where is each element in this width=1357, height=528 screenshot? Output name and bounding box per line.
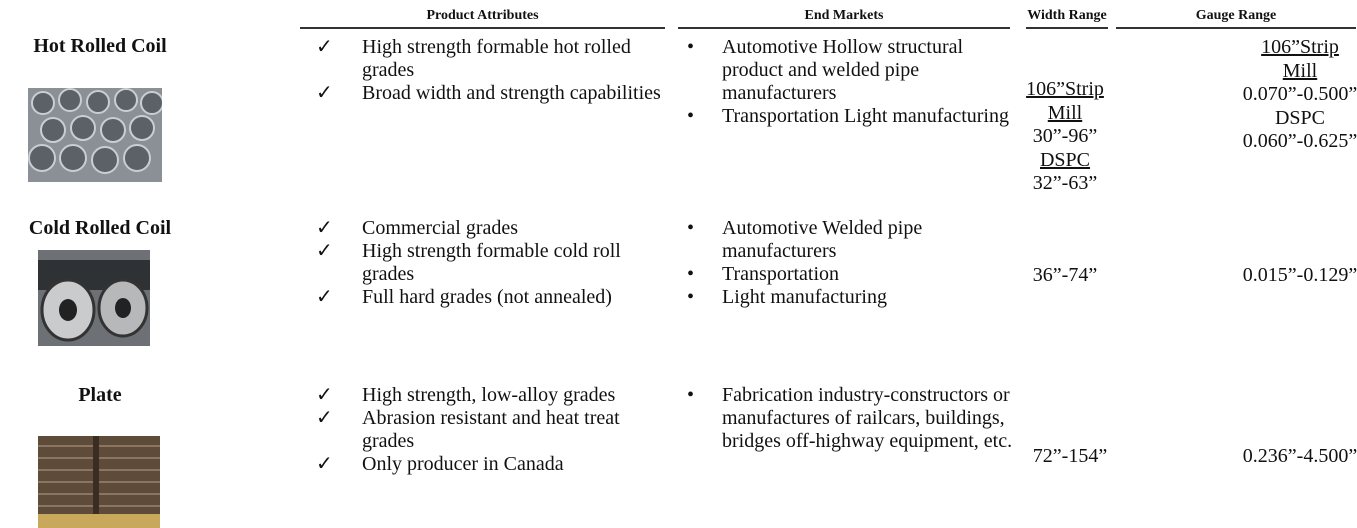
range-line: 106”Strip Mill xyxy=(1022,78,1108,125)
end-market-text: Light manufacturing xyxy=(722,286,887,308)
attribute-list: ✓ Commercial grades ✓ High strength formabl… xyxy=(300,217,672,309)
width-range-cell: 36”-74” xyxy=(1015,264,1115,288)
attribute-text: High strength formable hot rolled grades xyxy=(362,36,631,81)
check-mark: ✓ xyxy=(316,286,333,309)
range-line: 32”-63” xyxy=(1022,172,1108,196)
product-name: Plate xyxy=(0,384,200,407)
attribute-item: ✓ Only producer in Canada xyxy=(300,453,672,476)
check-mark: ✓ xyxy=(316,384,333,407)
cold-coil-image xyxy=(38,250,150,346)
bullet: • xyxy=(687,36,694,59)
check-mark: ✓ xyxy=(316,407,333,430)
gauge-range-cell: 0.015”-0.129” xyxy=(1235,264,1357,288)
bullet: • xyxy=(687,217,694,240)
attribute-list: ✓ High strength formable hot rolled grade… xyxy=(300,36,672,105)
column-header: Gauge Range xyxy=(1116,8,1356,29)
page: Product Attributes End Markets Width Ran… xyxy=(0,0,1357,528)
end-market-text: Fabrication industry-constructors or man… xyxy=(722,384,1012,452)
column-header: End Markets xyxy=(678,8,1010,29)
range-line: 0.060”-0.625” xyxy=(1242,130,1357,154)
end-market-item: • Transportation xyxy=(673,263,1028,286)
plate-image xyxy=(38,436,160,528)
range-line: 0.070”-0.500” xyxy=(1242,83,1357,107)
gauge-range-cell: 0.236”-4.500” xyxy=(1235,445,1357,469)
end-market-text: Transportation xyxy=(722,263,839,285)
check-mark: ✓ xyxy=(316,453,333,476)
end-market-item: • Fabrication industry-constructors or ma… xyxy=(673,384,1028,453)
bullet: • xyxy=(687,105,694,128)
end-market-text: Transportation Light manufacturing xyxy=(722,105,1009,127)
end-market-list: • Automotive Hollow structural product an… xyxy=(673,36,1028,128)
hot-coil-image xyxy=(28,88,162,182)
range-line: 106”Strip Mill xyxy=(1242,36,1357,83)
range-line: 0.015”-0.129” xyxy=(1235,264,1357,288)
end-market-item: • Automotive Hollow structural product an… xyxy=(673,36,1028,105)
end-market-list: • Automotive Welded pipe manufacturers • Tr… xyxy=(673,217,1028,309)
attribute-text: High strength, low-alloy grades xyxy=(362,384,615,406)
end-market-item: • Automotive Welded pipe manufacturers xyxy=(673,217,1028,263)
end-market-text: Automotive Welded pipe manufacturers xyxy=(722,217,922,262)
range-line: 30”-96” xyxy=(1022,125,1108,149)
check-mark: ✓ xyxy=(316,36,333,59)
range-line: 72”-154” xyxy=(1015,445,1125,469)
attribute-text: Full hard grades (not annealed) xyxy=(362,286,612,308)
attribute-item: ✓ High strength formable hot rolled grade… xyxy=(300,36,672,82)
end-market-item: • Light manufacturing xyxy=(673,286,1028,309)
bullet: • xyxy=(687,384,694,407)
check-mark: ✓ xyxy=(316,240,333,263)
attribute-item: ✓ Commercial grades xyxy=(300,217,672,240)
attribute-text: Abrasion resistant and heat treat grades xyxy=(362,407,620,452)
bullet: • xyxy=(687,263,694,286)
attribute-text: Broad width and strength capabilities xyxy=(362,82,661,104)
column-header: Width Range xyxy=(1026,8,1108,29)
range-line: DSPC xyxy=(1242,107,1357,131)
end-market-item: • Transportation Light manufacturing xyxy=(673,105,1028,128)
attribute-item: ✓ Abrasion resistant and heat treat grade… xyxy=(300,407,672,453)
range-line: 0.236”-4.500” xyxy=(1235,445,1357,469)
product-name: Hot Rolled Coil xyxy=(0,35,200,58)
check-mark: ✓ xyxy=(316,217,333,240)
attribute-list: ✓ High strength, low-alloy grades ✓ Abrasio… xyxy=(300,384,672,476)
end-market-list: • Fabrication industry-constructors or ma… xyxy=(673,384,1028,453)
range-line: DSPC xyxy=(1022,149,1108,173)
attribute-item: ✓ Broad width and strength capabilities xyxy=(300,82,672,105)
product-name: Cold Rolled Coil xyxy=(0,217,200,240)
attribute-text: Only producer in Canada xyxy=(362,453,564,475)
range-line: 36”-74” xyxy=(1015,264,1115,288)
attribute-item: ✓ High strength, low-alloy grades xyxy=(300,384,672,407)
bullet: • xyxy=(687,286,694,309)
check-mark: ✓ xyxy=(316,82,333,105)
attribute-text: Commercial grades xyxy=(362,217,518,239)
column-header: Product Attributes xyxy=(300,8,665,29)
width-range-cell: 72”-154” xyxy=(1015,445,1125,469)
attribute-text: High strength formable cold roll grades xyxy=(362,240,621,285)
attribute-item: ✓ Full hard grades (not annealed) xyxy=(300,286,672,309)
end-market-text: Automotive Hollow structural product and… xyxy=(722,36,963,104)
attribute-item: ✓ High strength formable cold roll grades xyxy=(300,240,672,286)
